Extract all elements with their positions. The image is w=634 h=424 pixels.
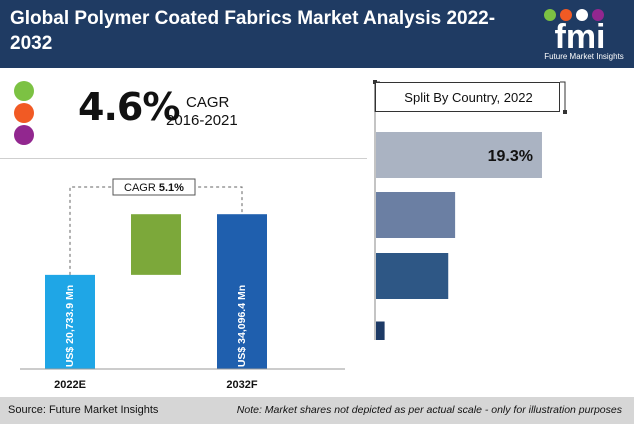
- orange-dot-icon: [14, 103, 34, 123]
- split-title-box: Split By Country, 2022: [375, 82, 560, 112]
- bar-Japan: [376, 192, 456, 238]
- category-label: 2032F: [226, 379, 257, 391]
- header-bar: [0, 0, 634, 68]
- bar-U.S.: [376, 132, 542, 178]
- page-title: Global Polymer Coated Fabrics Market Ana…: [10, 8, 496, 54]
- footer-source: Source: Future Market Insights: [8, 404, 159, 416]
- footer-bar: [0, 397, 634, 424]
- purple-dot-icon: [14, 125, 34, 145]
- bar-2032F: [217, 214, 267, 369]
- cagr-years: 2016-2021: [166, 112, 238, 129]
- category-label: 2022E: [54, 379, 86, 391]
- logo-text: fmi: [555, 18, 606, 56]
- country-split-chart: U.S.19.3%JapanGermanyAustralia: [373, 80, 567, 340]
- green-dot-icon: [14, 81, 34, 101]
- annotation-box: [112, 178, 196, 196]
- bar-value-label: US$ 20,733.9 Mn: [64, 285, 76, 367]
- fmi-logo-icon: fmi: [544, 9, 606, 56]
- connector-marker: [563, 110, 567, 114]
- bar-2022E: [45, 274, 95, 369]
- bar-value-label: US$ 34,096.4 Mn: [236, 285, 248, 367]
- divider: [0, 158, 367, 159]
- title-connector: [560, 81, 566, 112]
- annotation-bracket: [69, 186, 243, 275]
- bar-Australia: [376, 321, 385, 340]
- logo-subtext: Future Market Insights: [544, 52, 624, 61]
- data-label: 19.3%: [488, 148, 533, 165]
- increment-bar: [131, 214, 181, 275]
- annotation-label: CAGR 5.1%: [124, 182, 184, 194]
- market-size-chart: US$ 20,733.9 Mn 2022E US$ 34,096.4 Mn 2032F…: [20, 178, 345, 391]
- bar-Germany: [376, 253, 449, 299]
- cagr-value: 4.6%: [78, 85, 180, 129]
- footer-note: Note: Market shares not depicted as per …: [236, 404, 622, 416]
- split-title: Split By Country, 2022: [404, 90, 533, 105]
- cagr-label: CAGR: [186, 94, 230, 111]
